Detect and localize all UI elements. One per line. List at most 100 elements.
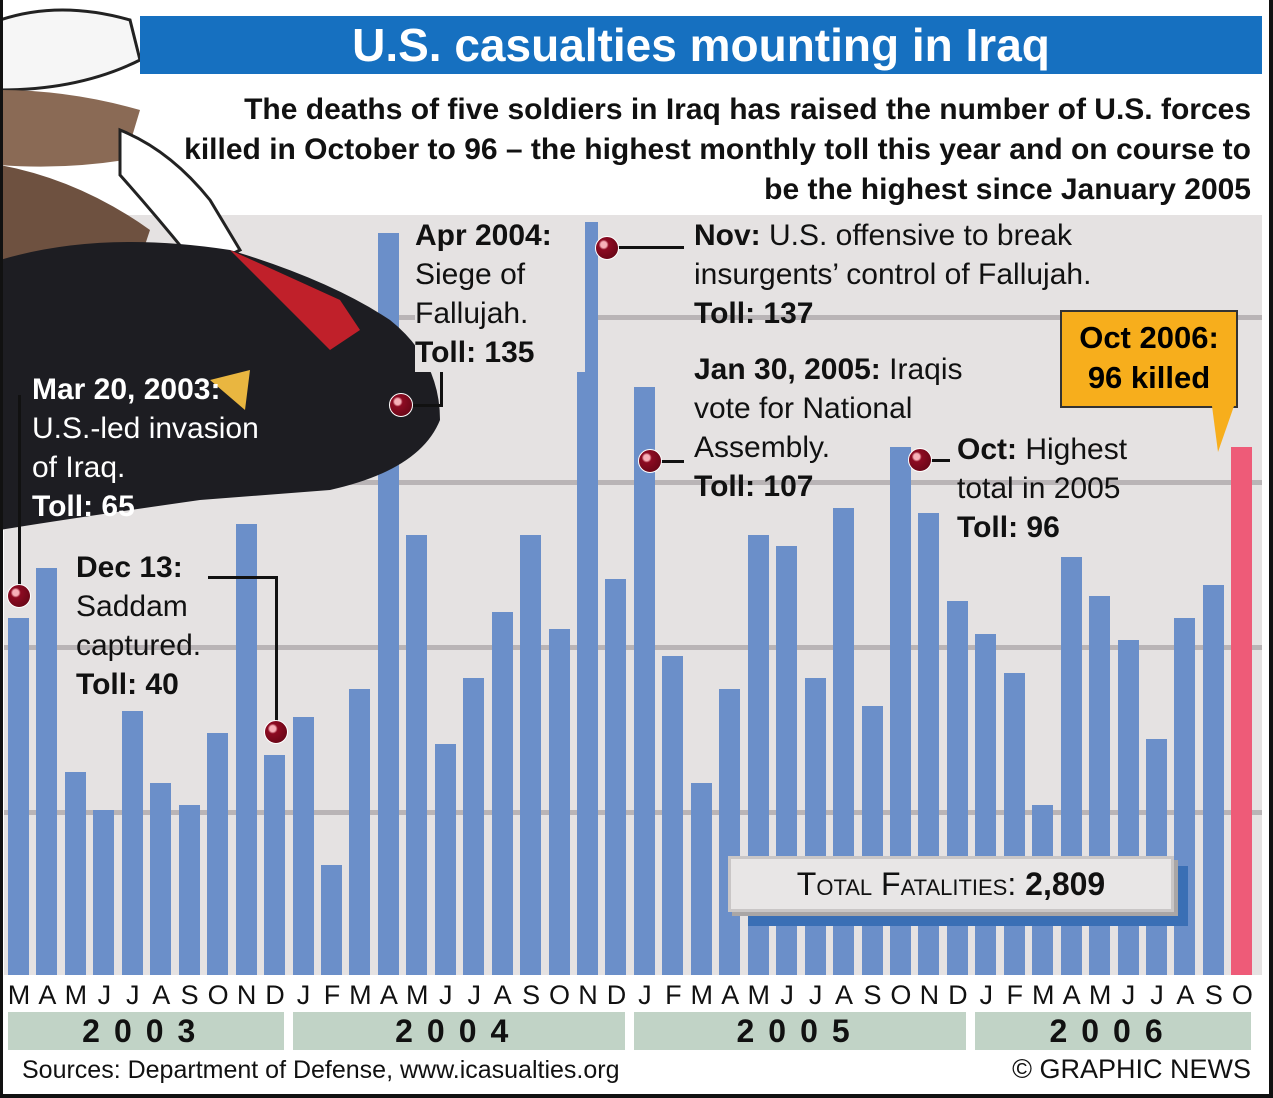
bar <box>463 678 485 975</box>
marker-dot <box>638 449 662 473</box>
bar <box>264 755 286 975</box>
gridline <box>4 810 1262 815</box>
bar <box>121 711 143 975</box>
month-tick-label: F <box>323 980 341 1010</box>
bar <box>577 221 598 975</box>
bar <box>690 782 712 975</box>
annotation-dec2003: Dec 13: Saddam captured. Toll: 40 <box>76 551 202 701</box>
annotation-nov2004: Nov: U.S. offensive to break insurgents’… <box>694 219 1092 330</box>
month-tick-label: N <box>919 980 940 1010</box>
month-tick-label: J <box>979 980 994 1010</box>
month-tick-label: M <box>349 980 372 1010</box>
month-tick-label: J <box>638 980 652 1010</box>
month-tick-label: A <box>721 980 740 1010</box>
callout-tail <box>1212 406 1234 452</box>
gridline <box>4 480 1262 485</box>
month-tick-label: J <box>126 980 140 1010</box>
bar <box>235 524 257 975</box>
bar <box>1202 584 1224 975</box>
bar <box>1231 447 1253 975</box>
month-tick-label: M <box>690 980 714 1010</box>
month-tick-label: J <box>467 980 481 1010</box>
marker-dot <box>264 720 288 744</box>
month-tick-label: M <box>7 980 31 1010</box>
month-tick-label: J <box>780 980 794 1010</box>
month-tick-label: A <box>1062 980 1081 1010</box>
bar <box>662 656 684 975</box>
gridline <box>4 645 1262 650</box>
month-tick-label: O <box>207 980 229 1010</box>
annotation-oct2005: Oct: Highest total in 2005 Toll: 96 <box>957 433 1128 544</box>
month-tick-label: D <box>948 980 968 1010</box>
annotation-mar2003: Mar 20, 2003: U.S.-led invasion of Iraq.… <box>32 373 259 523</box>
annotation-jan2005: Jan 30, 2005: Iraqis vote for National A… <box>694 353 963 503</box>
callout-oct2006: Oct 2006: 96 killed <box>1060 310 1238 408</box>
month-tick-label: O <box>549 980 571 1010</box>
bar <box>93 810 115 975</box>
bar <box>1003 672 1025 975</box>
bar <box>491 612 513 975</box>
month-tick-label: O <box>890 980 912 1010</box>
marker-dot <box>7 584 31 608</box>
month-tick-label: J <box>1121 980 1136 1010</box>
month-tick-label: F <box>665 980 682 1010</box>
month-tick-label: N <box>578 980 598 1010</box>
month-tick-label: M <box>1088 980 1112 1010</box>
month-tick-label: S <box>522 980 541 1010</box>
year-label: 2004 <box>292 1012 625 1050</box>
month-tick-label: D <box>265 980 285 1010</box>
month-tick-label: J <box>1150 980 1164 1010</box>
month-tick-label: J <box>296 980 311 1010</box>
month-tick-label: D <box>606 980 627 1010</box>
bar <box>719 689 741 975</box>
annotation-apr2004: Apr 2004: Siege of Fallujah. Toll: 135 <box>415 216 585 372</box>
chart-subtitle: The deaths of five soldiers in Iraq has … <box>184 93 1251 206</box>
bar <box>150 782 172 975</box>
month-tick-label: A <box>379 980 398 1010</box>
bar <box>548 628 570 975</box>
month-tick-label: A <box>493 980 512 1010</box>
month-tick-label: M <box>64 980 88 1010</box>
month-tick-label: A <box>835 980 854 1010</box>
month-tick-label: A <box>152 980 171 1010</box>
month-tick-label: J <box>439 980 453 1010</box>
bar <box>520 535 542 975</box>
year-label: 2005 <box>633 1012 967 1050</box>
marker-dot <box>595 236 619 260</box>
bar <box>804 678 826 975</box>
bar <box>207 733 229 975</box>
total-fatalities-box: Total Fatalities: 2,809 <box>728 856 1174 912</box>
bar <box>320 865 342 975</box>
bar <box>633 386 655 975</box>
marker-dot <box>389 393 413 417</box>
marker-dot <box>908 448 932 472</box>
bar <box>178 804 200 975</box>
month-tick-label: S <box>180 980 199 1010</box>
year-label: 2006 <box>975 1012 1251 1050</box>
bar <box>406 535 428 975</box>
sources: Sources: Department of Defense, www.icas… <box>22 1056 620 1084</box>
bar <box>861 705 883 975</box>
bar <box>605 579 627 975</box>
month-tick-label: M <box>1031 980 1055 1010</box>
chart-title: U.S. casualties mounting in Iraq <box>140 16 1262 74</box>
month-tick-label: N <box>236 980 257 1010</box>
saluting-marine-illustration <box>0 8 440 530</box>
month-tick-label: M <box>406 980 429 1010</box>
bar <box>36 568 58 975</box>
bar <box>349 689 371 975</box>
month-tick-label: O <box>1231 980 1253 1010</box>
month-tick-label: A <box>1176 980 1195 1010</box>
bar <box>889 447 911 975</box>
year-label: 2003 <box>8 1012 284 1050</box>
month-tick-label: S <box>863 980 882 1010</box>
month-tick-label: M <box>747 980 770 1010</box>
bar <box>8 617 29 975</box>
bar <box>64 771 86 975</box>
month-tick-label: J <box>97 980 112 1010</box>
month-tick-label: J <box>808 980 823 1010</box>
month-tick-label: F <box>1006 980 1024 1010</box>
bar <box>292 716 314 975</box>
gridline <box>4 315 1262 320</box>
month-tick-label: S <box>1204 980 1223 1010</box>
